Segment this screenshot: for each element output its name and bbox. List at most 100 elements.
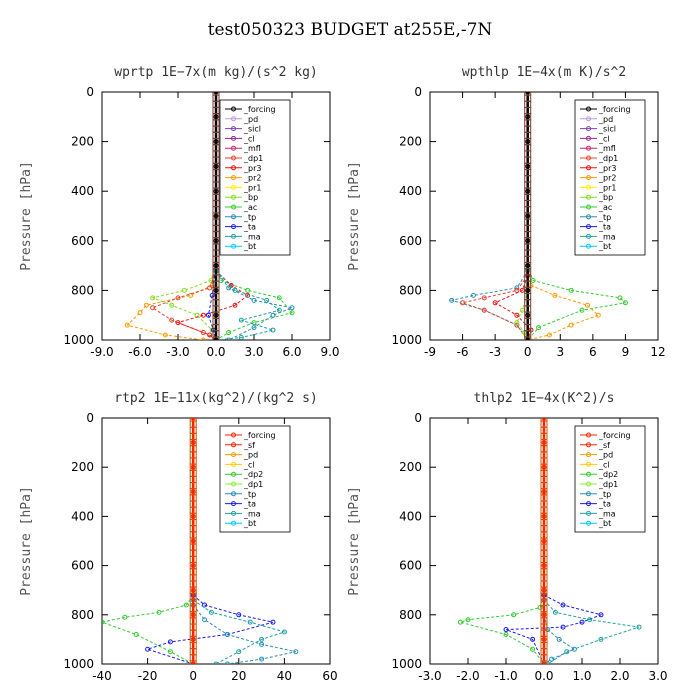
legend-marker xyxy=(231,224,236,230)
panel-title: wprtp 1E−7x(m kg)/(s^2 kg) xyxy=(114,65,318,80)
legend-entry: _bt xyxy=(598,242,611,251)
legend-entry: _tp xyxy=(243,490,256,499)
legend-entry: _pd xyxy=(598,451,613,460)
legend-entry: _bt xyxy=(243,242,256,251)
x-tick-label: 3 xyxy=(556,345,564,359)
x-tick-label: 3.0 xyxy=(648,669,667,683)
legend-entry: _sf xyxy=(243,441,255,450)
y-tick-label: 1000 xyxy=(63,657,94,671)
data-point xyxy=(247,619,253,625)
data-point xyxy=(560,624,566,630)
series-line-ma xyxy=(215,270,281,340)
legend-entry: _ac xyxy=(598,203,612,212)
series-line-tp xyxy=(192,604,296,664)
data-point xyxy=(579,619,585,625)
data-point xyxy=(579,307,585,313)
data-point xyxy=(226,337,232,340)
y-tick-label: 200 xyxy=(399,135,422,149)
legend-marker xyxy=(586,184,591,190)
x-tick-label: 2.0 xyxy=(610,669,629,683)
x-tick-label: 0 xyxy=(189,669,197,683)
data-point xyxy=(470,292,476,298)
data-point xyxy=(228,282,234,288)
data-point xyxy=(525,163,531,169)
y-axis-label: Pressure [hPa] xyxy=(347,486,362,596)
data-point xyxy=(190,636,196,642)
x-tick-label: 0.0 xyxy=(534,669,553,683)
data-point xyxy=(511,612,517,618)
x-tick-label: 40 xyxy=(277,669,292,683)
y-tick-label: 0 xyxy=(414,411,422,425)
data-point xyxy=(202,617,208,623)
data-point xyxy=(226,285,232,291)
legend-entry: _pr3 xyxy=(243,164,261,173)
data-point xyxy=(190,440,196,446)
legend-marker xyxy=(231,461,236,467)
data-point xyxy=(537,604,543,610)
legend-entry: _sicl xyxy=(243,125,261,134)
legend-marker xyxy=(231,510,236,516)
data-point xyxy=(457,619,463,625)
legend-entry: _pr2 xyxy=(598,174,616,183)
legend-marker xyxy=(231,481,236,487)
data-point xyxy=(226,330,232,336)
series-line-ta xyxy=(145,594,274,664)
legend-marker xyxy=(586,175,591,181)
data-point xyxy=(183,602,189,608)
data-point xyxy=(587,617,593,623)
legend-marker xyxy=(586,204,591,210)
data-point xyxy=(530,636,536,642)
series-line-ac xyxy=(527,265,627,340)
data-point xyxy=(541,440,547,446)
data-point xyxy=(584,302,590,308)
legend-entry: _dp1 xyxy=(243,480,263,489)
legend-marker xyxy=(586,106,591,112)
legend-entry: _forcing xyxy=(598,431,631,440)
series-group xyxy=(102,418,299,664)
data-point xyxy=(545,627,551,633)
x-tick-label: 20 xyxy=(231,669,246,683)
legend-entry: _sicl xyxy=(598,125,616,134)
legend-entry: _forcing xyxy=(243,431,276,440)
y-tick-label: 400 xyxy=(399,184,422,198)
data-point xyxy=(525,92,531,95)
data-point xyxy=(622,300,628,306)
data-point xyxy=(259,656,265,662)
legend-marker xyxy=(231,442,236,448)
data-point xyxy=(238,317,244,323)
legend-entry: _ta xyxy=(598,500,611,509)
legend-entry: _cl xyxy=(598,460,610,469)
data-point xyxy=(169,302,175,308)
x-tick-label: 0 xyxy=(524,345,532,359)
legend-marker xyxy=(586,224,591,230)
legend-entry: _ma xyxy=(243,509,261,518)
y-tick-label: 1000 xyxy=(391,657,422,671)
legend-marker xyxy=(586,501,591,507)
data-point xyxy=(213,114,219,120)
data-point xyxy=(541,464,547,470)
y-tick-label: 200 xyxy=(399,460,422,474)
series-line-tp xyxy=(449,270,529,340)
data-point xyxy=(525,213,531,219)
data-point xyxy=(289,305,295,311)
data-point xyxy=(181,287,187,293)
data-point xyxy=(145,646,151,652)
data-point xyxy=(213,287,219,293)
legend-entry: _mfl xyxy=(598,144,616,153)
x-tick-label: 3.0 xyxy=(244,345,263,359)
series-group xyxy=(449,92,628,340)
legend-entry: _cl xyxy=(598,134,610,143)
data-point xyxy=(156,609,162,615)
legend-entry: _pd xyxy=(243,451,258,460)
series-line-dp2 xyxy=(458,594,545,664)
x-tick-label: -2.0 xyxy=(456,669,479,683)
series-line-ac xyxy=(215,265,293,340)
y-tick-label: 800 xyxy=(71,608,94,622)
data-point xyxy=(270,312,276,318)
data-point xyxy=(162,332,168,338)
y-axis-label: Pressure [hPa] xyxy=(19,486,34,596)
legend-marker xyxy=(586,233,591,239)
legend-entry: _ma xyxy=(243,232,261,241)
legend-marker xyxy=(586,432,591,438)
